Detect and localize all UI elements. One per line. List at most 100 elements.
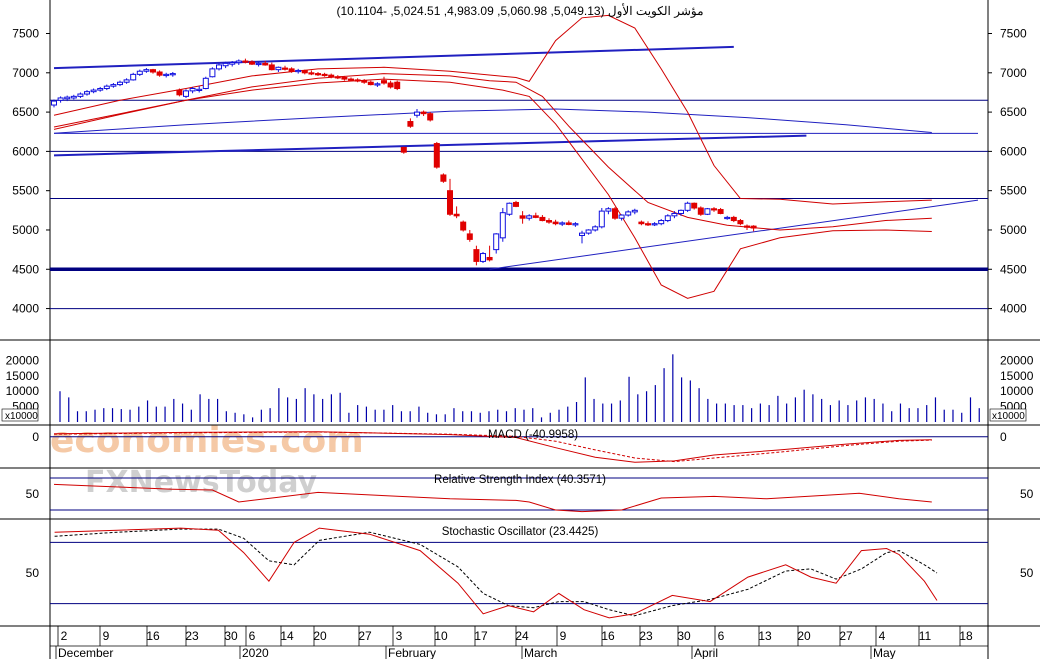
candle-body bbox=[176, 89, 183, 96]
candle-body bbox=[202, 77, 209, 90]
candle-body bbox=[539, 216, 546, 222]
day-tick-label: 23 bbox=[639, 629, 653, 643]
candle-body bbox=[711, 208, 717, 211]
day-tick-label: 27 bbox=[839, 629, 853, 643]
macd-title: MACD (-40.9958) bbox=[488, 429, 578, 441]
candle-body bbox=[90, 89, 97, 93]
candle-body bbox=[598, 210, 605, 228]
rsi-tick-right: 50 bbox=[1020, 487, 1034, 501]
candle-body bbox=[427, 113, 434, 121]
price-tick-left: 6000 bbox=[12, 144, 39, 158]
bollinger-upper bbox=[53, 14, 932, 205]
month-label: March bbox=[524, 646, 557, 659]
day-tick-label: 6 bbox=[718, 629, 725, 643]
candle-body bbox=[579, 232, 585, 236]
candle-body bbox=[625, 211, 632, 216]
day-tick-label: 16 bbox=[601, 629, 615, 643]
price-tick-left: 6500 bbox=[12, 105, 39, 119]
volume-tick-left: 15000 bbox=[6, 369, 40, 383]
candle-body bbox=[407, 121, 414, 127]
volume-unit-left: x10000 bbox=[5, 411, 38, 422]
price-tick-right: 5500 bbox=[1000, 184, 1027, 198]
price-tick-left: 4000 bbox=[12, 302, 39, 316]
stochastic-title: Stochastic Oscillator (23.4425) bbox=[442, 526, 599, 538]
candle-body bbox=[348, 78, 354, 81]
month-label: April bbox=[694, 646, 718, 659]
price-tick-right: 4000 bbox=[1000, 302, 1027, 316]
candle-body bbox=[57, 97, 64, 101]
candle-body bbox=[691, 202, 698, 209]
chart-title: مؤشر الكويت الأول (5,049.13, 5,060.98, 4… bbox=[337, 3, 704, 18]
candle-body bbox=[143, 69, 150, 72]
candle-body bbox=[559, 222, 566, 225]
candle-body bbox=[136, 70, 143, 75]
volume-tick-left: 10000 bbox=[6, 384, 40, 398]
volume-tick-right: 10000 bbox=[1000, 384, 1034, 398]
candle-body bbox=[592, 226, 599, 231]
day-tick-label: 6 bbox=[249, 629, 256, 643]
candle-body bbox=[117, 81, 123, 86]
price-tick-right: 5000 bbox=[1000, 223, 1027, 237]
candle-body bbox=[678, 209, 684, 214]
candle-body bbox=[110, 84, 117, 87]
candle-body bbox=[730, 216, 737, 222]
candle-body bbox=[196, 88, 203, 92]
candle-body bbox=[209, 68, 216, 78]
candle-body bbox=[645, 223, 651, 226]
day-tick-label: 23 bbox=[185, 629, 199, 643]
price-tick-left: 5000 bbox=[12, 223, 39, 237]
regression-curve bbox=[53, 108, 932, 134]
candle-body bbox=[664, 215, 671, 222]
candle-body bbox=[51, 100, 57, 106]
candle-body bbox=[532, 215, 539, 218]
day-tick-label: 9 bbox=[560, 629, 567, 643]
candle-body bbox=[229, 62, 236, 65]
candle-body bbox=[453, 213, 460, 217]
candle-body bbox=[361, 80, 368, 83]
candle-body bbox=[123, 79, 130, 83]
candle-body bbox=[163, 73, 170, 77]
candle-body bbox=[433, 143, 440, 168]
candle-body bbox=[480, 253, 486, 262]
price-tick-left: 7000 bbox=[12, 66, 39, 80]
candle-body bbox=[671, 212, 678, 217]
candle-body bbox=[334, 76, 341, 79]
candle-body bbox=[519, 215, 526, 219]
volume-tick-left: 20000 bbox=[6, 353, 40, 367]
day-tick-label: 4 bbox=[879, 629, 886, 643]
candle-body bbox=[77, 93, 84, 97]
candle-body bbox=[189, 88, 196, 92]
candle-body bbox=[737, 220, 744, 225]
price-tick-right: 7000 bbox=[1000, 66, 1027, 80]
volume-unit-right: x10000 bbox=[992, 411, 1025, 422]
candle-body bbox=[744, 225, 750, 228]
candle-body bbox=[526, 215, 533, 219]
candle-body bbox=[387, 82, 394, 88]
candle-body bbox=[301, 69, 308, 74]
month-label: 2020 bbox=[242, 646, 269, 659]
candle-body bbox=[381, 80, 387, 84]
candle-body bbox=[216, 64, 222, 70]
stochastic-panel: 50 50 bbox=[26, 527, 1034, 619]
rsi-title: Relative Strength Index (40.3571) bbox=[434, 474, 606, 486]
candle-body bbox=[612, 208, 618, 219]
candle-body bbox=[565, 222, 572, 225]
candle-body bbox=[64, 96, 71, 100]
day-tick-label: 11 bbox=[919, 629, 932, 643]
candle-body bbox=[400, 146, 407, 153]
candle-body bbox=[618, 214, 625, 219]
candle-body bbox=[631, 209, 638, 213]
bollinger-lower bbox=[53, 78, 932, 299]
day-tick-label: 2 bbox=[61, 629, 68, 643]
day-tick-label: 9 bbox=[103, 629, 110, 643]
candle-body bbox=[466, 233, 473, 240]
stochastic-k-line bbox=[54, 527, 938, 619]
candle-body bbox=[513, 201, 519, 207]
candle-body bbox=[394, 81, 401, 90]
bollinger-middle bbox=[53, 73, 932, 231]
watermark-fxnewstoday: FXNewsToday bbox=[85, 465, 318, 500]
